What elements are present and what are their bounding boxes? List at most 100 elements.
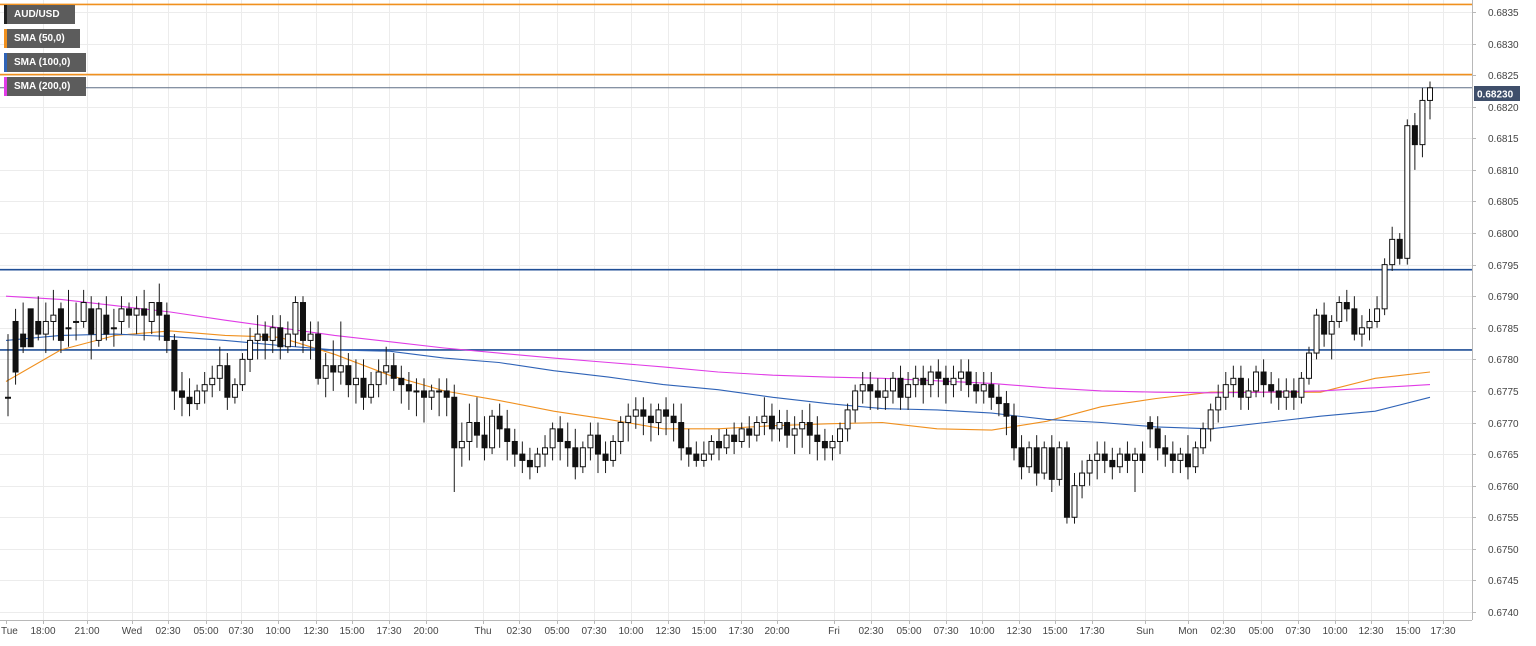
candle	[5, 334, 11, 417]
candle-body-down	[526, 459, 533, 468]
candle	[867, 372, 874, 410]
candle	[1041, 441, 1048, 480]
candle-body-up	[1328, 320, 1335, 335]
candle-body-up	[655, 409, 662, 424]
candle	[761, 397, 768, 436]
candle-body-up	[489, 415, 496, 449]
candle	[753, 416, 760, 442]
y-tick-label: 0.6780	[1488, 355, 1519, 366]
candle-body-down	[163, 314, 170, 341]
candle	[186, 378, 193, 417]
candle-body-up	[980, 384, 987, 392]
candle	[1124, 441, 1131, 474]
x-tick-label: 07:30	[1285, 626, 1310, 637]
candle	[1358, 315, 1365, 347]
candle-body-up	[1298, 377, 1305, 398]
candle	[647, 403, 654, 442]
candle-body-down	[12, 320, 19, 373]
candle-body-down	[1343, 302, 1350, 310]
candle	[443, 378, 450, 417]
y-tick-label: 0.6760	[1488, 482, 1519, 493]
candle-body-up	[587, 434, 594, 449]
x-tick-label: 02:30	[1210, 626, 1235, 637]
candle-body-down	[345, 365, 352, 386]
x-tick-label: 12:30	[1006, 626, 1031, 637]
candle	[640, 397, 647, 436]
candle	[413, 378, 420, 417]
x-tick-label: 05:00	[896, 626, 921, 637]
candle-body-down	[1010, 415, 1017, 449]
x-tick-label: 17:30	[1430, 626, 1455, 637]
x-tick-label: 02:30	[155, 626, 180, 637]
candle-body-down	[1351, 308, 1358, 335]
x-tick-label: Thu	[474, 626, 491, 637]
candle-body-up	[753, 422, 760, 436]
candle-body-up	[1079, 472, 1086, 487]
x-tick-label: 15:00	[1395, 626, 1420, 637]
candle-body-down	[1147, 422, 1154, 430]
candle-body-down	[1101, 453, 1108, 461]
candle-body-up	[1192, 447, 1199, 468]
candle	[882, 378, 889, 410]
candle-body-up	[65, 327, 72, 330]
candle-body-up	[73, 320, 80, 323]
x-tick-label: Wed	[122, 626, 142, 637]
legend-item-sma-200[interactable]: SMA (200,0)	[4, 77, 86, 96]
candle	[1162, 435, 1169, 467]
candle	[1313, 308, 1320, 360]
candle-body-down	[451, 396, 458, 449]
candle-body-up	[1313, 314, 1320, 354]
candle-body-up	[1305, 352, 1312, 379]
candle	[1374, 296, 1381, 328]
candle	[284, 321, 291, 354]
candle	[685, 428, 692, 467]
candle-body-up	[1207, 409, 1214, 430]
candle	[920, 365, 927, 404]
candle	[148, 302, 155, 335]
y-tick-label: 0.6805	[1488, 197, 1519, 208]
candle-body-up	[1381, 264, 1388, 310]
candle	[209, 365, 216, 398]
legend-label-sma-200: SMA (200,0)	[14, 81, 71, 92]
y-tick-label: 0.6810	[1488, 166, 1519, 177]
x-tick-label: 07:30	[933, 626, 958, 637]
candle-body-up	[958, 371, 965, 379]
candle-body-up	[1116, 453, 1123, 468]
candle-body-down	[473, 422, 480, 436]
candle	[821, 428, 828, 461]
candle	[307, 321, 314, 360]
candle-body-up	[133, 308, 140, 316]
candle-body-down	[186, 396, 193, 405]
candle	[299, 296, 306, 354]
candle-body-up	[1041, 447, 1048, 474]
candle-body-up	[632, 409, 639, 417]
candle-body-down	[1396, 238, 1403, 259]
candle	[1192, 441, 1199, 474]
legend-item-sma-50[interactable]: SMA (50,0)	[4, 29, 80, 48]
candle	[746, 416, 753, 448]
axes	[0, 0, 1473, 621]
candle-body-up	[625, 415, 632, 424]
candle-body-down	[88, 308, 95, 335]
candle	[473, 397, 480, 448]
candle-body-down	[1275, 390, 1282, 398]
candle-body-up	[436, 390, 443, 393]
candle-body-down	[874, 390, 881, 398]
candle	[88, 296, 95, 360]
candle-body-up	[1230, 377, 1237, 386]
candle	[1207, 403, 1214, 442]
y-tick-label: 0.6835	[1488, 8, 1519, 19]
candle-body-up	[284, 333, 291, 348]
legend-item-sma-100[interactable]: SMA (100,0)	[4, 53, 86, 72]
candle	[1056, 441, 1063, 486]
legend-item-audusd[interactable]: AUD/USD	[4, 5, 75, 24]
candle	[163, 302, 170, 354]
candle	[1343, 289, 1350, 322]
candle-body-up	[905, 384, 912, 398]
sma-line	[5, 333, 1431, 430]
candle	[1427, 81, 1433, 120]
candle-body-down	[1268, 384, 1275, 392]
candle	[65, 289, 72, 347]
